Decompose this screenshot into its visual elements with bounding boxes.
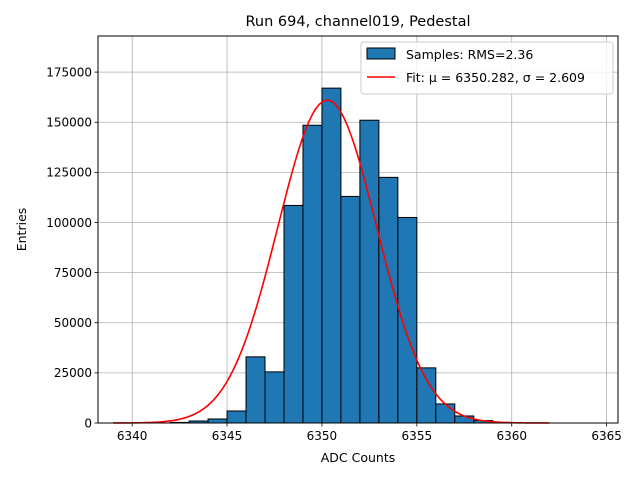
histogram-bar bbox=[340, 195, 361, 424]
histogram-bar bbox=[226, 410, 247, 424]
histogram-bar bbox=[378, 176, 399, 424]
y-tick-label: 25000 bbox=[54, 366, 92, 380]
y-tick-label: 75000 bbox=[54, 266, 92, 280]
histogram-bar bbox=[264, 371, 285, 424]
histogram-bar bbox=[302, 124, 323, 424]
x-tick-label: 6340 bbox=[117, 429, 148, 443]
fit-curve bbox=[113, 99, 550, 424]
y-tick-label: 175000 bbox=[46, 65, 92, 79]
y-tick-label: 50000 bbox=[54, 316, 92, 330]
legend-label-fit: Fit: μ = 6350.282, σ = 2.609 bbox=[406, 70, 585, 85]
histogram-bar bbox=[207, 418, 228, 424]
y-tick-label: 0 bbox=[84, 416, 92, 430]
histogram-bars bbox=[169, 87, 513, 424]
y-tick-label: 150000 bbox=[46, 116, 92, 130]
x-tick-label: 6355 bbox=[402, 429, 433, 443]
histogram-bar bbox=[454, 415, 475, 424]
legend-label-samples: Samples: RMS=2.36 bbox=[406, 47, 533, 62]
x-tick-label: 6345 bbox=[212, 429, 243, 443]
histogram-bar bbox=[245, 356, 266, 424]
x-tick-label: 6350 bbox=[307, 429, 338, 443]
histogram-bar bbox=[283, 204, 304, 424]
histogram-bar bbox=[416, 367, 437, 424]
legend: Samples: RMS=2.36 Fit: μ = 6350.282, σ =… bbox=[360, 41, 614, 95]
y-axis-label: Entries bbox=[14, 208, 29, 252]
x-tick-label: 6360 bbox=[496, 429, 527, 443]
legend-swatch-samples bbox=[366, 47, 396, 60]
y-tick-label: 100000 bbox=[46, 216, 92, 230]
histogram-bar bbox=[321, 87, 342, 424]
histogram-bar bbox=[359, 119, 380, 424]
legend-frame bbox=[360, 41, 614, 95]
fit-curve-group bbox=[113, 99, 550, 424]
histogram-bar bbox=[397, 216, 418, 424]
y-tick-label: 125000 bbox=[46, 166, 92, 180]
x-axis-label: ADC Counts bbox=[321, 450, 396, 465]
x-tick-label: 6365 bbox=[591, 429, 622, 443]
histogram-bar bbox=[435, 403, 456, 424]
axis-ticks: 6340 6345 6350 6355 6360 6365 0 25000 50000 75000… bbox=[46, 65, 622, 443]
chart-title: Run 694, channel019, Pedestal bbox=[245, 14, 470, 30]
plot-frame bbox=[97, 35, 619, 424]
